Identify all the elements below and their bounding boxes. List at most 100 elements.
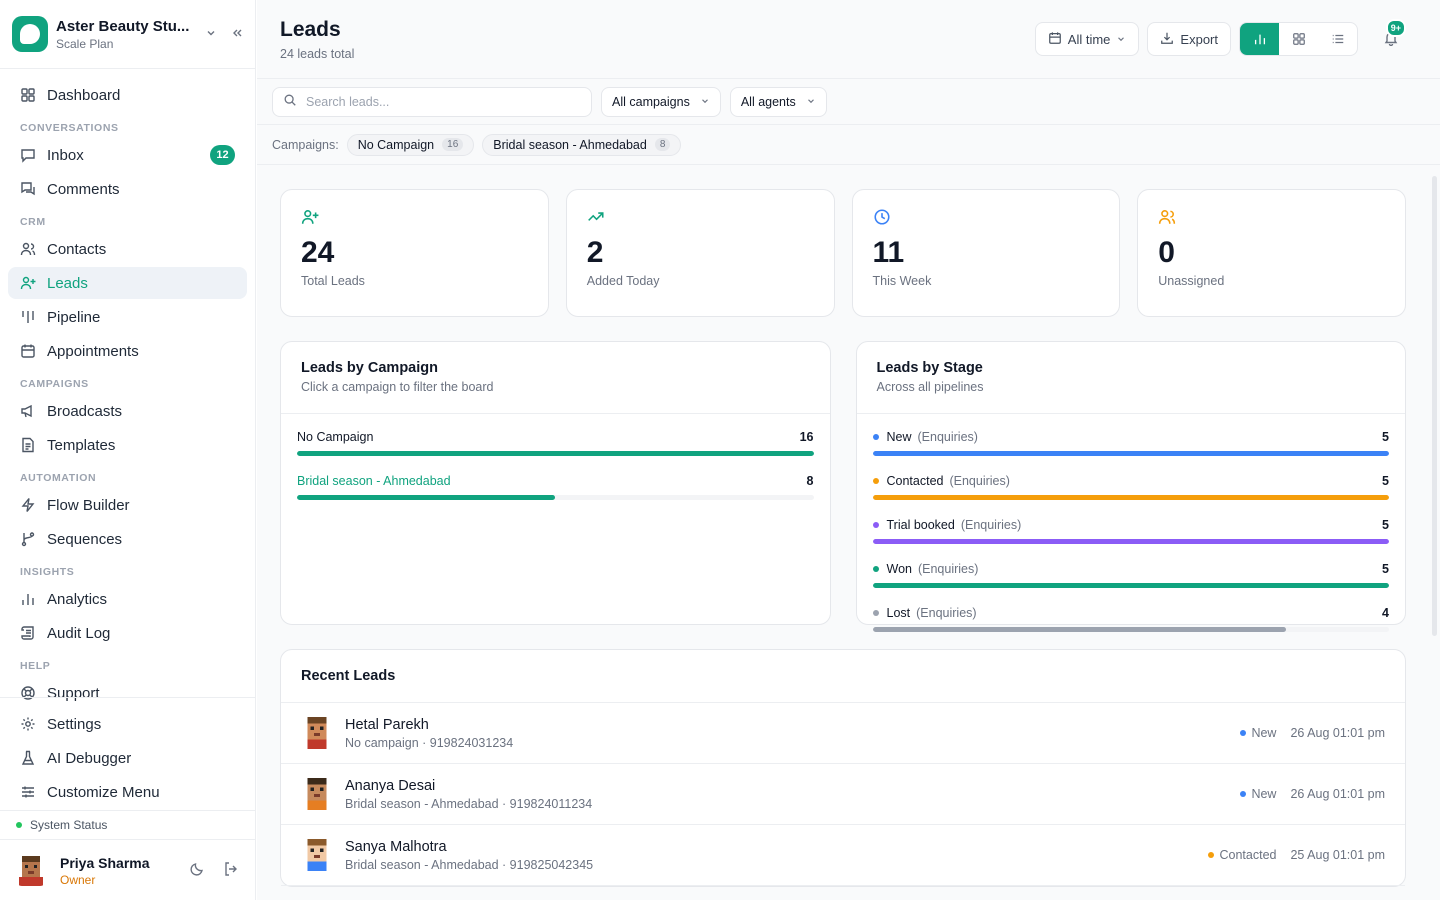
nav-appointments[interactable]: Appointments <box>8 335 247 367</box>
campaign-name: Bridal season - Ahmedabad <box>297 474 451 488</box>
user-plus-icon <box>20 275 36 291</box>
nav-sequences[interactable]: Sequences <box>8 523 247 555</box>
campaigns-label: Campaigns: <box>272 137 339 152</box>
agent-select[interactable]: All agents <box>729 86 827 117</box>
stage-dot-icon <box>1208 852 1215 858</box>
workspace-plan: Scale Plan <box>56 36 114 51</box>
export-button[interactable]: Export <box>1147 22 1231 56</box>
system-status-label: System Status <box>30 818 108 832</box>
lead-row[interactable]: Ananya Desai Bridal season - Ahmedabad · … <box>281 764 1405 825</box>
collapse-sidebar-icon[interactable] <box>231 27 243 42</box>
stage-bar-row: Contacted (Enquiries) 5 <box>872 474 1389 500</box>
stat-card-week: 11 This Week <box>851 189 1121 317</box>
panel-title: Leads by Stage <box>876 360 983 376</box>
lead-name: Ananya Desai <box>345 777 436 794</box>
nav-audit-log[interactable]: Audit Log <box>8 617 247 649</box>
section-label: CAMPAIGNS <box>20 378 89 390</box>
search-input[interactable] <box>306 94 581 109</box>
campaign-bar-row[interactable]: Bridal season - Ahmedabad 8 <box>297 474 814 500</box>
nav-templates[interactable]: Templates <box>8 429 247 461</box>
stat-label: Unassigned <box>1158 274 1225 288</box>
nav-label: Leads <box>47 274 88 292</box>
lead-right: Contacted 25 Aug 01:01 pm <box>1208 848 1385 862</box>
nav-inbox[interactable]: Inbox 12 <box>8 139 247 171</box>
stat-label: Added Today <box>586 274 660 288</box>
nav-broadcasts[interactable]: Broadcasts <box>8 395 247 427</box>
bar-header: Lost (Enquiries) 4 <box>872 606 1389 620</box>
stat-label: Total Leads <box>301 274 365 288</box>
moon-icon[interactable] <box>189 861 205 880</box>
nav-label: Comments <box>47 180 120 198</box>
nav-contacts[interactable]: Contacts <box>8 233 247 265</box>
stage-text: Contacted <box>1219 848 1277 862</box>
nav-dashboard[interactable]: Dashboard <box>8 79 247 111</box>
nav-customize-menu[interactable]: Customize Menu <box>8 776 247 808</box>
stat-value: 0 <box>1158 236 1175 269</box>
system-status[interactable]: System Status <box>0 810 255 840</box>
logout-icon[interactable] <box>223 861 239 880</box>
lead-avatar <box>301 778 333 810</box>
stage-count: 5 <box>1382 474 1389 488</box>
nav-comments[interactable]: Comments <box>8 173 247 205</box>
breakdown-panels: Leads by Campaign Click a campaign to fi… <box>280 341 1406 632</box>
lead-meta: Bridal season - Ahmedabad · 919824011234 <box>345 796 593 811</box>
nav-label: Customize Menu <box>47 783 160 801</box>
lead-avatar <box>301 717 333 749</box>
nav-analytics[interactable]: Analytics <box>8 583 247 615</box>
list-view-icon[interactable] <box>1318 23 1357 55</box>
flask-icon <box>20 750 36 766</box>
campaign-chip[interactable]: Bridal season - Ahmedabad 8 <box>482 133 682 156</box>
stat-label: This Week <box>872 274 932 288</box>
search-icon <box>283 93 297 110</box>
stage-text: New <box>1251 787 1277 801</box>
nav-label: Flow Builder <box>47 496 130 514</box>
panel-subtitle: Click a campaign to filter the board <box>301 380 494 394</box>
section-label: CONVERSATIONS <box>20 122 119 134</box>
stage-count: 5 <box>1382 562 1389 576</box>
chart-view-icon[interactable] <box>1240 23 1279 55</box>
view-toggle <box>1239 22 1358 56</box>
nav-pipeline[interactable]: Pipeline <box>8 301 247 333</box>
nav-settings[interactable]: Settings <box>8 708 247 740</box>
section-label: AUTOMATION <box>20 472 97 484</box>
campaign-select[interactable]: All campaigns <box>601 86 721 117</box>
git-branch-icon <box>20 531 36 547</box>
chevron-down-icon <box>806 95 816 109</box>
campaign-name: No Campaign <box>297 430 374 444</box>
stage-bar-row: Lost (Enquiries) 4 <box>872 606 1389 632</box>
lead-row[interactable]: Sanya Malhotra Bridal season - Ahmedabad … <box>281 825 1405 886</box>
lead-row[interactable]: Hetal Parekh No campaign · 919824031234 Ne… <box>281 703 1405 764</box>
stage-name: New <box>886 430 912 444</box>
campaign-chip-count: 16 <box>442 138 464 151</box>
notification-count-badge: 9+ <box>1385 19 1406 37</box>
time-filter-button[interactable]: All time <box>1034 22 1140 56</box>
stat-card-unassigned: 0 Unassigned <box>1137 189 1406 317</box>
contacts-icon <box>20 241 36 257</box>
nav-leads[interactable]: Leads <box>8 267 247 299</box>
nav-label: Analytics <box>47 590 108 608</box>
stage-count: 5 <box>1382 430 1389 444</box>
user-plus-icon <box>301 208 319 226</box>
bar-fill <box>872 539 1389 544</box>
workspace-switcher[interactable]: Aster Beauty Stu... Scale Plan <box>0 0 255 69</box>
user-profile[interactable]: Priya Sharma Owner <box>0 841 255 900</box>
stage-name: Contacted <box>886 474 944 488</box>
chevron-down-icon[interactable] <box>205 27 217 42</box>
nav-label: Audit Log <box>47 624 111 642</box>
campaign-chip[interactable]: No Campaign 16 <box>346 133 475 156</box>
scrollbar[interactable] <box>1430 166 1440 900</box>
sidebar: Aster Beauty Stu... Scale Plan Dashboard… <box>0 0 256 900</box>
campaign-count: 16 <box>799 430 814 444</box>
grid-view-icon[interactable] <box>1279 23 1318 55</box>
nav-flow-builder[interactable]: Flow Builder <box>8 489 247 521</box>
stage-badge: New <box>1240 787 1276 801</box>
lead-name: Sanya Malhotra <box>345 838 447 855</box>
notifications-button[interactable]: 9+ <box>1374 19 1408 56</box>
gear-icon <box>20 716 36 732</box>
lead-right: New 26 Aug 01:01 pm <box>1240 726 1385 740</box>
nav-ai-debugger[interactable]: AI Debugger <box>8 742 247 774</box>
stage-bar-row: New (Enquiries) 5 <box>872 430 1389 456</box>
campaign-chip-name: Bridal season - Ahmedabad <box>493 137 647 152</box>
campaign-bar-row[interactable]: No Campaign 16 <box>297 430 814 456</box>
nav-label: Appointments <box>47 342 139 360</box>
